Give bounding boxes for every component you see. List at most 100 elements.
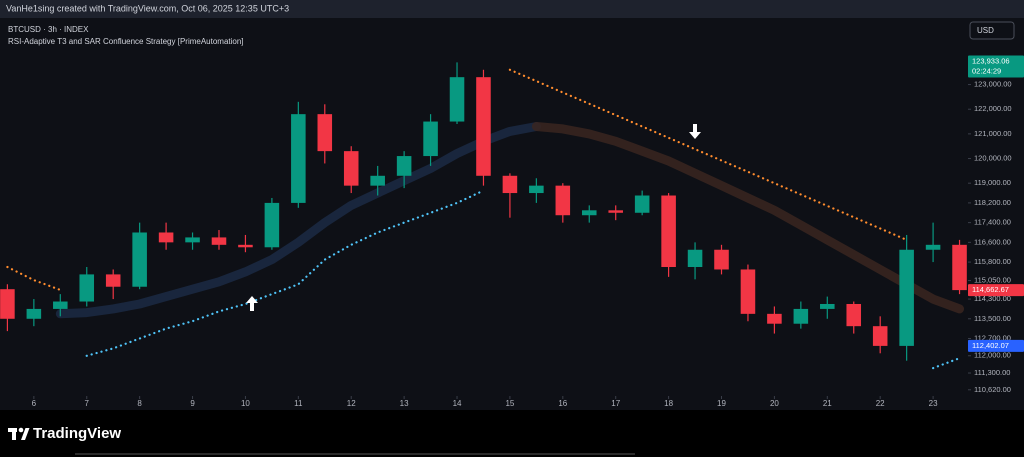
y-tick-label: 119,000.00	[974, 178, 1011, 187]
footer: TradingView	[0, 410, 1024, 457]
y-tick-label: 111,300.00	[974, 368, 1010, 377]
t3-band	[531, 122, 964, 314]
price-label-box	[968, 339, 1024, 352]
candle-body	[423, 121, 438, 157]
candle-body	[211, 237, 227, 245]
footer-bar	[0, 410, 1024, 457]
candle-body	[53, 301, 68, 309]
candle-body	[687, 249, 703, 268]
x-tick-label: 10	[241, 399, 250, 408]
candle-body	[449, 77, 465, 122]
currency-button[interactable]	[969, 21, 1015, 40]
price-label-box	[968, 55, 1024, 78]
y-tick-label: 116,600.00	[974, 237, 1011, 246]
header-caption: VanHe1sing created with TradingView.com,…	[6, 3, 289, 13]
candle-body	[317, 114, 333, 152]
plot	[0, 62, 967, 370]
x-tick-label: 20	[770, 399, 779, 408]
y-tick-label: 113,500.00	[974, 314, 1011, 323]
candle-body	[529, 185, 544, 194]
y-tick-label: 115,800.00	[974, 257, 1011, 266]
candle-body	[608, 210, 623, 213]
candle-body	[872, 326, 888, 346]
candle-body	[767, 313, 782, 324]
sar-dots	[6, 68, 908, 291]
candle-body	[925, 244, 941, 250]
brand-logo	[8, 427, 30, 440]
candle-body	[634, 195, 650, 213]
candle-body	[132, 232, 147, 287]
footer-strip	[75, 453, 635, 455]
candle-body	[370, 175, 385, 186]
candle-body	[291, 114, 306, 203]
candle-body	[714, 249, 729, 270]
y-tick-label: 120,000.00	[974, 154, 1012, 163]
t3-band	[55, 122, 541, 319]
price-label: 123,933.06	[972, 57, 1010, 66]
x-tick-label: 14	[453, 399, 462, 408]
x-tick-label: 21	[823, 399, 832, 408]
candle-body	[581, 210, 597, 216]
candle-body	[0, 289, 15, 319]
candle-body	[899, 249, 914, 346]
buy-signal-arrow	[246, 296, 258, 311]
y-tick-label: 123,000.00	[974, 80, 1012, 89]
brand-name: TradingView	[33, 425, 121, 442]
header-bar	[0, 0, 1024, 18]
candle-body	[396, 156, 412, 176]
candle-body	[26, 308, 42, 319]
axes: 123,000.00 122,000.00 121,000.00 120,000.00…	[32, 55, 1024, 408]
sar-dots	[85, 189, 961, 370]
y-tick-label: 118,200.00	[974, 198, 1011, 207]
candle-body	[846, 303, 862, 327]
x-tick-label: 22	[876, 399, 885, 408]
x-tick-label: 9	[190, 399, 195, 408]
candle-body	[740, 269, 756, 314]
strategy-name: RSI-Adaptive T3 and SAR Confluence Strat…	[8, 37, 244, 46]
x-tick-label: 6	[32, 399, 37, 408]
x-tick-label: 15	[505, 399, 514, 408]
candle-body	[502, 175, 518, 194]
price-label-countdown: 02:24:29	[972, 67, 1001, 76]
candle-body	[238, 244, 253, 248]
y-tick-label: 112,000.00	[974, 351, 1011, 360]
y-tick-label: 110,620.00	[974, 385, 1011, 394]
y-tick-label: 122,000.00	[974, 104, 1012, 113]
candle-body	[952, 244, 967, 291]
sell-signal-arrow	[689, 124, 701, 139]
candle-body	[661, 195, 676, 268]
price-label: 114,662.67	[972, 285, 1009, 294]
candle-body	[79, 274, 95, 302]
x-tick-label: 18	[664, 399, 673, 408]
y-tick-label: 115,050.00	[974, 276, 1011, 285]
price-label-box	[968, 284, 1024, 297]
symbol-title: BTCUSD · 3h · INDEX	[8, 25, 89, 34]
y-tick-label: 121,000.00	[974, 129, 1012, 138]
x-tick-label: 8	[137, 399, 142, 408]
y-tick-label: 112,700.00	[974, 333, 1011, 342]
y-tick-label: 114,300.00	[974, 294, 1011, 303]
x-tick-label: 16	[558, 399, 567, 408]
candle-body	[264, 202, 280, 248]
candle-body	[476, 77, 491, 176]
x-tick-label: 13	[400, 399, 409, 408]
x-tick-label: 11	[294, 399, 303, 408]
x-tick-label: 19	[717, 399, 726, 408]
x-tick-label: 12	[347, 399, 356, 408]
candle-body	[158, 232, 174, 243]
chart-area	[0, 18, 1024, 410]
price-label: 112,402.07	[972, 341, 1009, 350]
currency-label: USD	[977, 26, 994, 35]
candle-body	[555, 185, 571, 216]
candle-body	[793, 308, 809, 324]
candle-body	[820, 303, 835, 309]
candle-body	[343, 151, 359, 186]
candle-body	[105, 274, 121, 287]
y-tick-label: 117,400.00	[974, 218, 1011, 227]
x-tick-label: 23	[929, 399, 938, 408]
x-tick-label: 17	[611, 399, 620, 408]
x-tick-label: 7	[85, 399, 90, 408]
candle-body	[185, 237, 200, 243]
